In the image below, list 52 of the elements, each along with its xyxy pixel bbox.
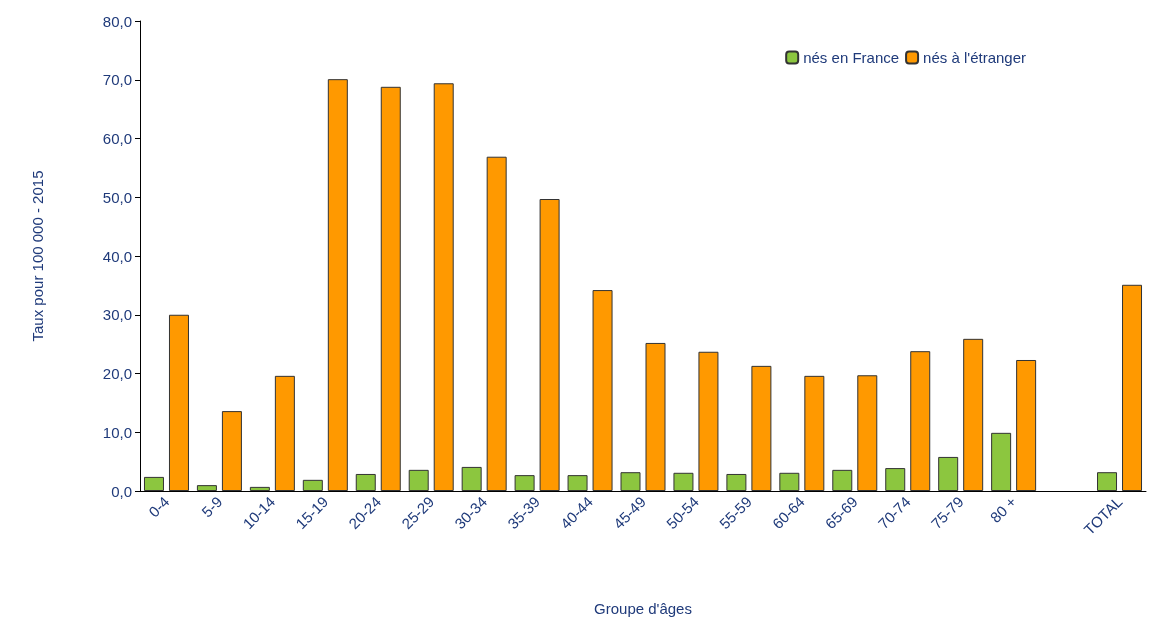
bar	[991, 432, 1012, 491]
bar	[857, 375, 878, 491]
bar	[645, 342, 666, 491]
legend-label: nés en France	[803, 49, 900, 66]
y-tick-label: 50,0	[102, 188, 132, 206]
bar	[486, 156, 507, 491]
bar	[620, 472, 641, 491]
y-tick-label: 30,0	[102, 306, 132, 324]
x-tick-label: 5-9	[198, 492, 226, 521]
bar	[910, 351, 931, 491]
y-tick-label: 10,0	[102, 423, 132, 441]
bar	[1016, 359, 1037, 491]
bar	[832, 469, 853, 491]
bar	[514, 475, 535, 491]
bar	[539, 199, 560, 491]
bar	[963, 338, 984, 491]
bar	[143, 476, 164, 491]
x-tick-label: 80 +	[986, 492, 1020, 526]
y-tick-label: 0,0	[111, 482, 132, 500]
bar	[302, 479, 323, 491]
x-axis-title: Groupe d'âges	[594, 600, 692, 617]
y-tick-label: 40,0	[102, 247, 132, 265]
bar	[779, 472, 800, 491]
x-tick-label: 0-4	[145, 492, 173, 521]
bar	[221, 411, 242, 491]
y-tick-label: 70,0	[102, 71, 132, 89]
bar	[751, 365, 772, 491]
bar	[274, 375, 295, 491]
bar	[938, 456, 959, 491]
bar	[355, 473, 376, 491]
bar	[885, 468, 906, 491]
bar	[461, 466, 482, 491]
bar	[433, 83, 454, 491]
bar	[408, 469, 429, 491]
legend-label: nés à l'étranger	[923, 49, 1027, 66]
bar	[804, 375, 825, 491]
bar	[1097, 472, 1118, 491]
bar	[698, 351, 719, 491]
bar	[327, 79, 348, 491]
y-tick-label: 80,0	[102, 12, 132, 30]
bar	[673, 472, 694, 491]
bar	[380, 86, 401, 491]
bar	[249, 486, 270, 491]
y-tick-label: 20,0	[102, 365, 132, 382]
bar	[1122, 284, 1143, 491]
bar	[726, 473, 747, 491]
bar	[196, 485, 217, 491]
y-tick-label: 60,0	[102, 130, 132, 147]
bar	[168, 314, 189, 491]
y-axis-title: Taux pour 100 000 - 2015	[29, 170, 46, 342]
bar	[567, 475, 588, 491]
bar	[592, 290, 613, 491]
